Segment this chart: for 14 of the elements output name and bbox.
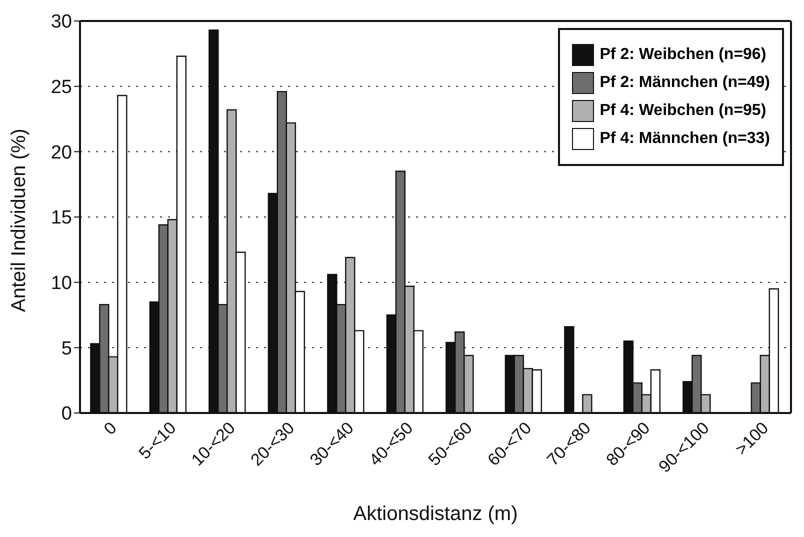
y-tick-label: 30 [50,12,72,33]
legend-label: Pf 4: Männchen (n=33) [600,130,770,148]
x-axis-title: Aktionsdistanz (m) [353,503,518,525]
y-tick-label: 20 [50,142,72,164]
y-tick-label: 10 [50,273,72,294]
legend-label: Pf 2: Weibchen (n=96) [600,46,766,64]
y-tick-label: 25 [50,77,72,98]
legend-label: Pf 2: Männchen (n=49) [600,74,770,92]
legend-label: Pf 4: Weibchen (n=95) [600,102,766,120]
y-tick-label: 0 [61,404,72,425]
x-tick-label: 0 [100,418,120,439]
y-axis-title: Anteil Individuen (%) [8,128,30,312]
y-tick-label: 5 [61,338,72,360]
y-tick-label: 15 [50,208,72,229]
